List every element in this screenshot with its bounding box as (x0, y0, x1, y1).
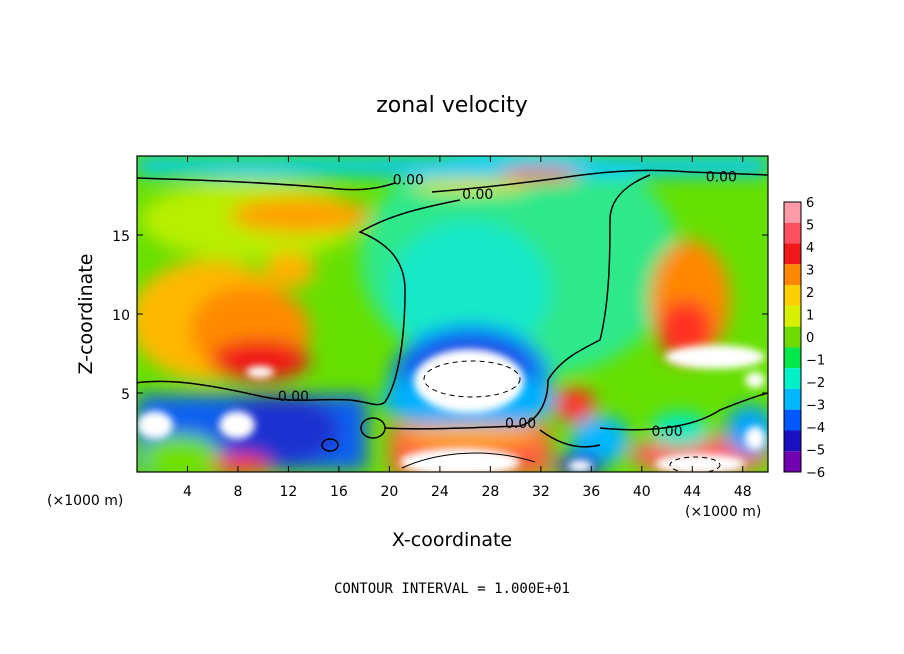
x-axis-ticks: 4 8 12 16 20 24 28 32 36 40 44 48 (183, 156, 752, 500)
contour-label: 0.00 (278, 389, 309, 405)
x-tick-label: 16 (330, 484, 348, 500)
y-tick-label: 5 (121, 387, 130, 403)
contour-label: 0.00 (393, 173, 424, 189)
y-tick-label: 15 (112, 229, 130, 245)
colorbar-label: −6 (806, 466, 825, 481)
x-tick-label: 12 (280, 484, 298, 500)
x-tick-label: 4 (183, 484, 192, 500)
colorbar-swatch (784, 368, 801, 389)
contour-labels: 0.00 0.00 0.00 0.00 0.00 0.00 (278, 170, 737, 440)
chart-title: zonal velocity (376, 93, 528, 118)
colorbar-swatch (784, 264, 801, 286)
y-axis-ticks: 5 10 15 (112, 229, 768, 403)
x-unit-left: (×1000 m) (47, 493, 123, 509)
x-tick-label: 44 (683, 484, 701, 500)
x-tick-label: 28 (481, 484, 499, 500)
colorbar-swatch (784, 305, 801, 327)
x-tick-label: 8 (233, 484, 242, 500)
colorbar-label: 4 (806, 241, 814, 256)
x-tick-label: 48 (734, 484, 752, 500)
x-axis-label: X-coordinate (392, 529, 512, 551)
heatmap-field (137, 156, 768, 472)
colorbar-label: 2 (806, 286, 814, 301)
colorbar-swatch (784, 451, 801, 472)
x-tick-label: 32 (532, 484, 550, 500)
colorbar-label: 3 (806, 264, 814, 279)
y-axis-label: Z-coordinate (75, 254, 97, 375)
colorbar: 6 5 4 3 2 1 0 −1 −2 −3 −4 −5 −6 (783, 196, 825, 481)
x-tick-label: 24 (431, 484, 449, 500)
colorbar-swatch (784, 409, 801, 431)
contour-label: 0.00 (706, 170, 737, 186)
contour-label: 0.00 (505, 416, 536, 432)
colorbar-swatch (784, 243, 801, 265)
colorbar-label: 6 (806, 196, 814, 211)
colorbar-swatch (784, 326, 801, 348)
colorbar-swatch (784, 388, 801, 410)
colorbar-label: −2 (806, 376, 825, 391)
colorbar-swatch (784, 222, 801, 244)
colorbar-label: 1 (806, 309, 814, 324)
colorbar-label: −5 (806, 444, 825, 459)
colorbar-swatch (784, 202, 801, 223)
colorbar-swatch (784, 285, 801, 306)
x-tick-label: 40 (633, 484, 651, 500)
colorbar-label: −4 (806, 421, 825, 436)
colorbar-label: −1 (806, 354, 825, 369)
colorbar-label: 0 (806, 331, 814, 346)
x-tick-label: 36 (582, 484, 600, 500)
y-tick-label: 10 (112, 308, 130, 324)
colorbar-label: 5 (806, 219, 814, 234)
colorbar-swatch (784, 347, 801, 369)
colorbar-label: −3 (806, 399, 825, 414)
colorbar-swatch (784, 430, 801, 452)
contour-label: 0.00 (462, 187, 493, 203)
x-tick-label: 20 (380, 484, 398, 500)
contour-label: 0.00 (651, 424, 682, 440)
contour-interval-footer: CONTOUR INTERVAL = 1.000E+01 (334, 581, 570, 597)
colorbar-frame (783, 201, 802, 473)
x-unit-right: (×1000 m) (685, 504, 761, 520)
